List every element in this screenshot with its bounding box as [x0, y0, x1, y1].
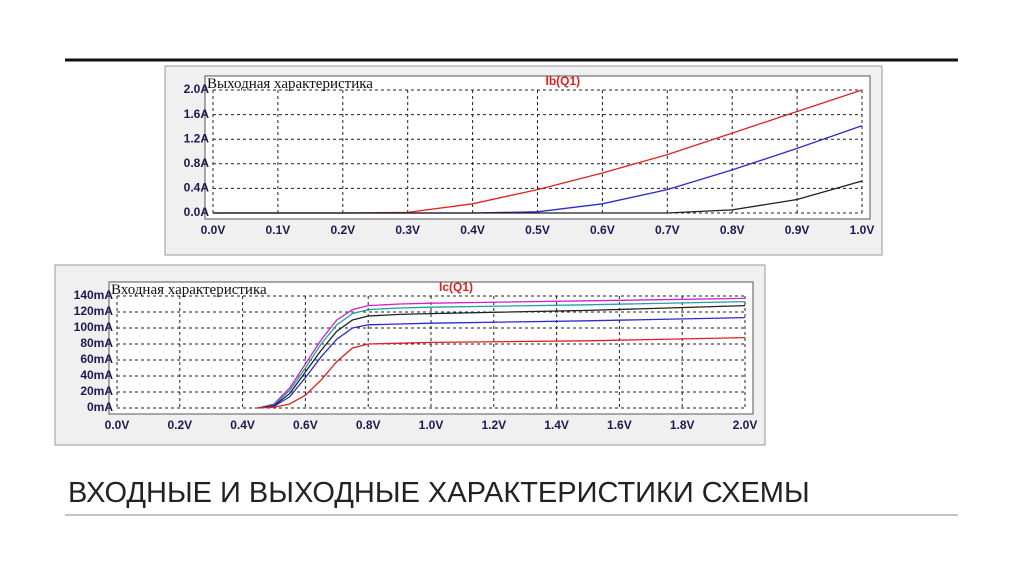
y-tick-label: 120mA — [74, 304, 114, 318]
x-tick-label: 0.5V — [525, 223, 550, 237]
series-line — [258, 336, 746, 409]
x-tick-label: 1.2V — [481, 418, 506, 432]
series-line — [258, 300, 746, 409]
x-tick-label: 1.8V — [670, 418, 695, 432]
x-tick-label: 0.6V — [293, 418, 318, 432]
y-tick-label: 80mA — [80, 336, 113, 350]
series-line — [258, 297, 746, 409]
x-tick-label: 0.6V — [590, 223, 615, 237]
legend-label: Ib(Q1) — [546, 74, 581, 88]
x-tick-label: 0.2V — [167, 418, 192, 432]
x-tick-label: 0.4V — [460, 223, 485, 237]
x-tick-label: 1.4V — [544, 418, 569, 432]
x-tick-label: 1.0V — [419, 418, 444, 432]
x-tick-label: 0.1V — [266, 223, 291, 237]
y-tick-label: 60mA — [80, 352, 113, 366]
y-tick-label: 0.8A — [184, 156, 210, 170]
x-tick-label: 1.6V — [607, 418, 632, 432]
slide-title: ВХОДНЫЕ И ВЫХОДНЫЕ ХАРАКТЕРИСТИКИ СХЕМЫ — [68, 477, 810, 509]
x-tick-label: 0.8V — [356, 418, 381, 432]
x-tick-label: 0.9V — [785, 223, 810, 237]
y-tick-label: 20mA — [80, 384, 113, 398]
x-tick-label: 0.7V — [655, 223, 680, 237]
x-tick-label: 0.0V — [201, 223, 226, 237]
x-tick-label: 0.3V — [395, 223, 420, 237]
x-tick-label: 0.8V — [720, 223, 745, 237]
x-tick-label: 0.2V — [330, 223, 355, 237]
x-tick-label: 0.4V — [230, 418, 255, 432]
series-line — [258, 316, 746, 409]
y-tick-label: 0.4A — [184, 181, 210, 195]
x-tick-label: 0.0V — [105, 418, 130, 432]
chart-title: Выходная характеристика — [207, 76, 373, 92]
y-tick-label: 140mA — [74, 288, 114, 302]
y-tick-label: 0mA — [87, 400, 113, 414]
x-tick-label: 1.0V — [850, 223, 875, 237]
series-line — [213, 180, 863, 214]
legend-label: Ic(Q1) — [439, 280, 473, 294]
y-tick-label: 40mA — [80, 368, 113, 382]
y-tick-label: 1.6A — [184, 107, 210, 121]
y-tick-label: 2.0A — [184, 82, 210, 96]
x-tick-label: 2.0V — [733, 418, 758, 432]
y-tick-label: 100mA — [74, 320, 114, 334]
y-tick-label: 1.2A — [184, 131, 210, 145]
series-line — [258, 304, 746, 409]
chart-title: Входная характеристика — [111, 282, 267, 298]
y-tick-label: 0.0A — [184, 205, 210, 219]
plot-area — [204, 75, 871, 220]
